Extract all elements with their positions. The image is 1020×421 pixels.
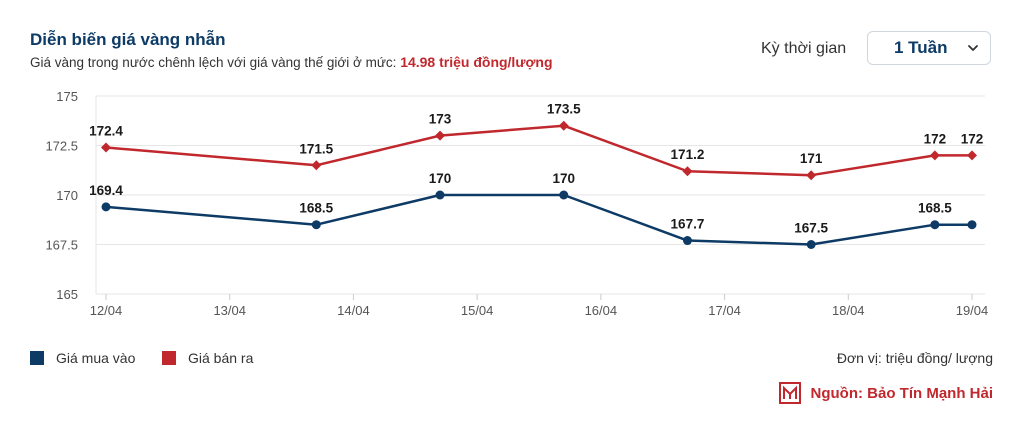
x-tick-label: 14/04 <box>337 303 370 318</box>
period-dropdown[interactable]: 1 Tuần <box>867 31 991 65</box>
period-label: Kỳ thời gian <box>761 40 847 57</box>
series-line-sell <box>105 124 972 177</box>
legend-item-sell[interactable]: Giá bán ra <box>162 350 253 366</box>
subtitle-text: Giá vàng trong nước chênh lệch với giá v… <box>30 55 397 70</box>
data-label-buy: 170 <box>429 171 452 186</box>
brand-logo-icon <box>778 382 801 404</box>
period-value: 1 Tuần <box>894 38 948 57</box>
legend-item-buy[interactable]: Giá mua vào <box>30 350 135 366</box>
source-text: Nguồn: Bảo Tín Mạnh Hải <box>810 384 993 402</box>
data-label-sell: 171 <box>800 151 823 166</box>
data-label-buy: 167.7 <box>671 217 705 232</box>
legend-label-buy: Giá mua vào <box>56 350 136 366</box>
data-point-buy <box>930 220 940 230</box>
x-tick-label: 18/04 <box>832 303 865 318</box>
x-tick-label: 16/04 <box>585 303 618 318</box>
price-gap-value: 14.98 triệu đồng/lượng <box>400 54 553 70</box>
data-label-buy: 168.5 <box>299 201 333 216</box>
y-tick-label: 165 <box>56 287 78 302</box>
y-tick-label: 167.5 <box>45 238 78 253</box>
unit-note: Đơn vị: triệu đồng/ lượng <box>836 350 993 366</box>
data-point-buy <box>311 220 321 230</box>
data-label-sell: 171.5 <box>299 141 333 156</box>
data-label-buy: 169.4 <box>89 183 123 198</box>
data-point-sell <box>682 166 693 177</box>
legend-label-sell: Giá bán ra <box>188 350 254 366</box>
x-tick-label: 13/04 <box>213 303 246 318</box>
data-point-sell <box>311 160 322 171</box>
data-point-buy <box>806 240 816 249</box>
legend-swatch-sell <box>162 351 176 365</box>
data-label-buy: 168.5 <box>918 201 952 216</box>
data-label-sell: 172 <box>961 131 984 146</box>
data-label-sell: 172 <box>924 131 947 146</box>
y-tick-label: 170 <box>56 188 78 203</box>
data-label-sell: 173.5 <box>547 102 581 117</box>
data-point-buy <box>559 190 569 200</box>
data-point-buy <box>967 220 977 230</box>
data-point-buy <box>435 190 445 200</box>
x-tick-label: 12/04 <box>90 303 123 318</box>
series-line-buy <box>105 193 972 246</box>
data-point-sell <box>929 150 940 161</box>
data-point-sell <box>435 130 446 141</box>
chevron-down-icon <box>968 45 978 51</box>
data-point-sell <box>558 120 569 131</box>
x-tick-label: 15/04 <box>461 303 494 318</box>
data-label-sell: 173 <box>429 112 452 127</box>
data-label-buy: 170 <box>552 171 575 186</box>
data-label-buy: 167.5 <box>794 221 828 236</box>
y-tick-label: 175 <box>56 89 78 104</box>
x-tick-label: 19/04 <box>956 303 989 318</box>
y-tick-label: 172.5 <box>45 139 78 154</box>
x-tick-label: 17/04 <box>708 303 741 318</box>
data-point-sell <box>806 170 817 181</box>
source-note: Nguồn: Bảo Tín Mạnh Hải <box>778 382 993 404</box>
data-point-buy <box>682 236 692 246</box>
data-label-sell: 171.2 <box>671 147 705 162</box>
data-point-buy <box>101 202 111 212</box>
chart-title: Diễn biến giá vàng nhẫn <box>30 30 226 49</box>
legend-swatch-buy <box>30 351 44 365</box>
chart-subtitle: Giá vàng trong nước chênh lệch với giá v… <box>30 54 553 70</box>
data-point-sell <box>967 150 977 161</box>
data-label-sell: 172.4 <box>89 123 123 138</box>
line-chart: 175 172.5 170 167.5 165 12/04 13/04 14/04 15/04 1… <box>45 89 989 318</box>
data-point-sell <box>101 142 111 153</box>
